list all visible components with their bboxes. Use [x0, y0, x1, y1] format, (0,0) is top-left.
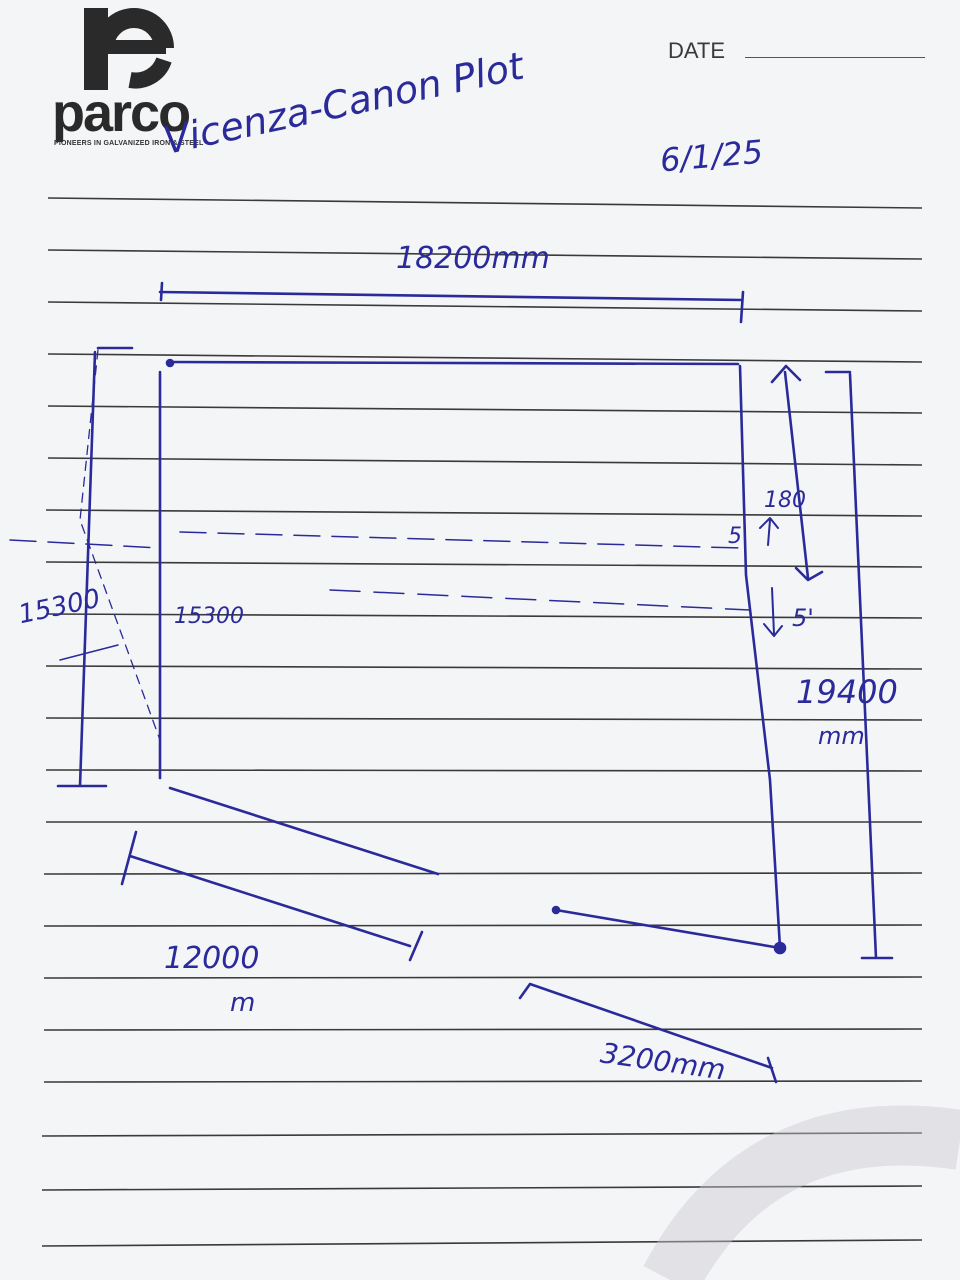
plot-bottom-right-edge	[554, 908, 782, 950]
plot-right-edge	[738, 364, 782, 950]
brand-name: parco	[52, 83, 191, 143]
gap-arrow-lower	[763, 587, 783, 637]
dim-gap-upper-label: 5'	[728, 524, 749, 549]
rule-line	[43, 872, 923, 875]
plot-top-edge	[168, 360, 740, 366]
rule-line	[45, 509, 923, 517]
right-dimension-line	[824, 370, 894, 960]
left-outer-dimension	[56, 346, 134, 788]
rule-line	[45, 613, 923, 619]
top-dimension-line	[158, 290, 744, 302]
rule-line	[45, 717, 923, 721]
rule-line	[47, 301, 923, 312]
date-label: DATE	[668, 38, 726, 63]
dim-bottom-left-unit: m	[230, 988, 256, 1018]
rule-line	[43, 1080, 923, 1083]
rule-line	[45, 561, 923, 568]
rule-line	[47, 457, 923, 466]
plot-bottom-left-edge	[168, 786, 440, 876]
bottom-right-dimension	[518, 982, 778, 1084]
rule-line	[41, 1239, 923, 1247]
plot-drawing	[9, 281, 894, 1084]
gap-arrow-upper	[759, 517, 779, 546]
rule-line	[47, 405, 923, 414]
rule-line	[47, 197, 923, 209]
rule-line	[41, 1132, 923, 1137]
dim-right-small-label: 180	[764, 488, 806, 513]
dim-bottom-left-label: 12000	[164, 941, 260, 976]
watermark-arc	[643, 1105, 960, 1280]
parco-logo-icon	[84, 8, 174, 90]
rule-line	[43, 976, 923, 979]
dim-gap-lower-label: 5'	[792, 604, 814, 632]
right-small-arrow-bottom	[794, 566, 824, 582]
left-diagonal-dashed	[79, 349, 161, 741]
corner-dot	[773, 941, 787, 955]
ruled-lines	[41, 197, 923, 1247]
right-small-arrow-top	[770, 364, 802, 384]
parco-logo: parco PIONEERS IN GALVANIZED IRON & STEE…	[52, 0, 222, 160]
rule-line	[41, 1185, 923, 1191]
dim-top-label: 18200mm	[396, 241, 550, 276]
rule-line	[47, 249, 923, 260]
upper-dashed-line	[9, 531, 741, 549]
lower-dashed-line	[329, 589, 751, 611]
dim-right-unit: mm	[818, 722, 865, 750]
rule-line	[43, 1028, 923, 1031]
top-dim-tick-left	[159, 281, 164, 302]
handwritten-date: 6/1/25	[658, 132, 765, 180]
rule-line	[47, 353, 923, 363]
rule-line	[43, 924, 923, 927]
top-dim-tick-right	[739, 290, 745, 324]
corner-dot	[165, 358, 175, 368]
right-small-dimension	[783, 370, 810, 580]
corner-dot	[551, 905, 561, 915]
left-dim-crossmark	[59, 644, 119, 661]
rule-line	[45, 665, 923, 670]
dim-left-inner-label: 15300	[174, 604, 244, 629]
rule-line	[45, 769, 923, 772]
bottom-left-dimension	[120, 830, 424, 962]
brand-tagline: PIONEERS IN GALVANIZED IRON & STEEL	[54, 140, 204, 147]
dim-right-label: 19400	[796, 673, 898, 711]
date-field-line	[745, 57, 925, 58]
